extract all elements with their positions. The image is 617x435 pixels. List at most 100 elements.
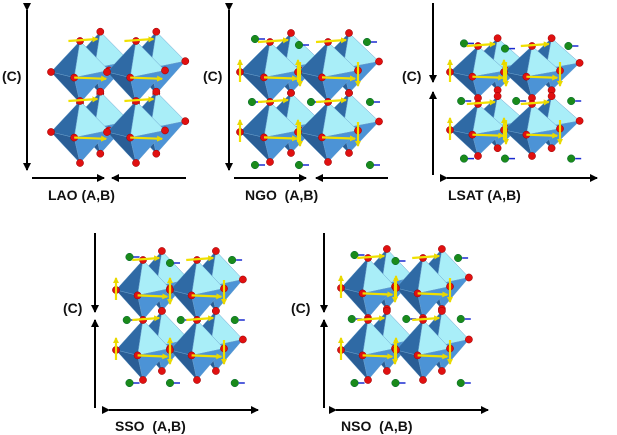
oxygen-atom xyxy=(287,149,295,157)
displacement-arrow xyxy=(263,135,298,142)
a-site-atom xyxy=(125,378,134,388)
oxygen-atom xyxy=(345,149,353,157)
displacement-arrow xyxy=(315,37,347,44)
oxygen-atom xyxy=(158,307,166,315)
displacement-arrow xyxy=(124,96,155,103)
displacement-arrow xyxy=(472,132,505,139)
a-site-atom xyxy=(391,256,400,266)
a-site-atom xyxy=(500,154,510,163)
displacement-arrow xyxy=(74,75,108,82)
a-site-atom xyxy=(567,154,576,163)
oxygen-atom xyxy=(375,57,383,66)
a-site-atom xyxy=(247,97,257,107)
displacement-arrow xyxy=(137,293,169,300)
displacement-arrow xyxy=(68,96,99,103)
oxygen-atom xyxy=(266,158,274,166)
a-site-atom xyxy=(512,96,521,106)
displacement-arrow xyxy=(412,253,441,260)
displacement-arrow xyxy=(124,36,155,43)
lsat-c-axis-label: (C) xyxy=(402,68,422,84)
oxygen-atom xyxy=(139,376,147,384)
displacement-arrow xyxy=(520,41,550,48)
oxygen-atom xyxy=(193,376,201,384)
nso-c-axis-label: (C) xyxy=(291,300,311,316)
lao-label: LAO (A,B) xyxy=(48,187,115,203)
oxygen-atom xyxy=(181,117,190,126)
oxygen-atom xyxy=(324,158,332,166)
a-site-atom xyxy=(350,250,359,260)
displacement-arrow xyxy=(257,37,289,44)
a-site-atom xyxy=(564,41,573,51)
displacement-arrow xyxy=(466,41,496,48)
a-site-atom xyxy=(250,160,260,170)
oxygen-atom xyxy=(47,68,55,76)
a-site-atom xyxy=(454,253,463,263)
a-site-atom xyxy=(459,154,469,163)
oxygen-atom xyxy=(575,117,584,125)
displacement-arrow xyxy=(257,97,289,104)
displacement-arrow xyxy=(362,291,394,298)
oxygen-atom xyxy=(383,245,391,253)
ngo-c-axis-label: (C) xyxy=(203,68,223,84)
a-site-atom xyxy=(402,314,411,324)
oxygen-atom xyxy=(152,87,161,96)
a-site-atom xyxy=(125,252,134,262)
oxygen-atom xyxy=(96,27,105,36)
oxygen-atom xyxy=(212,367,220,375)
displacement-arrow xyxy=(68,36,99,43)
a-site-atom xyxy=(165,378,175,388)
a-site-atom xyxy=(228,255,237,265)
oxygen-atom xyxy=(96,149,105,158)
oxygen-atom xyxy=(364,376,372,384)
oxygen-atom xyxy=(438,307,446,315)
nso-label: NSO (A,B) xyxy=(341,418,413,434)
oxygen-atom xyxy=(345,89,353,97)
oxygen-atom xyxy=(383,307,391,315)
oxygen-atom xyxy=(575,59,584,67)
oxygen-atom xyxy=(375,117,383,126)
displacement-arrow xyxy=(186,315,215,322)
displacement-arrow xyxy=(357,315,386,322)
displacement-arrow xyxy=(191,293,223,300)
displacement-arrow xyxy=(417,291,449,298)
oxygen-atom xyxy=(547,144,556,153)
a-site-atom xyxy=(456,378,465,388)
sso-structure xyxy=(112,247,247,388)
nso-structure xyxy=(337,245,473,388)
oxygen-atom xyxy=(212,247,220,255)
a-site-atom xyxy=(294,160,304,170)
a-site-atom xyxy=(459,39,469,48)
a-site-atom xyxy=(306,97,316,107)
a-site-atom xyxy=(250,34,260,44)
oxygen-atom xyxy=(528,152,536,160)
a-site-atom xyxy=(230,378,239,388)
oxygen-atom xyxy=(158,367,166,375)
displacement-arrow xyxy=(137,353,169,360)
displacement-arrow xyxy=(357,253,386,260)
a-site-atom xyxy=(365,160,375,170)
lsat-label: LSAT (A,B) xyxy=(448,187,521,203)
lao-structure xyxy=(47,27,190,167)
oxygen-atom xyxy=(239,335,247,344)
sso-c-axis-label: (C) xyxy=(63,300,83,316)
displacement-arrow xyxy=(362,353,394,360)
oxygen-atom xyxy=(152,27,161,36)
displacement-arrow xyxy=(466,99,496,106)
oxygen-atom xyxy=(493,92,502,101)
a-site-atom xyxy=(347,314,356,324)
oxygen-atom xyxy=(474,152,482,160)
oxygen-atom xyxy=(493,144,502,153)
oxygen-atom xyxy=(287,89,295,97)
displacement-arrow xyxy=(472,74,505,81)
displacement-arrow xyxy=(315,97,347,104)
a-site-atom xyxy=(456,314,465,324)
lao-c-axis-label: (C) xyxy=(2,68,22,84)
displacement-arrow xyxy=(191,353,223,360)
lsat-structure xyxy=(446,34,584,163)
displacement-arrow xyxy=(321,135,356,142)
a-site-atom xyxy=(122,315,131,325)
oxygen-atom xyxy=(493,34,502,43)
displacement-arrow xyxy=(412,315,441,322)
oxygen-atom xyxy=(152,149,161,158)
